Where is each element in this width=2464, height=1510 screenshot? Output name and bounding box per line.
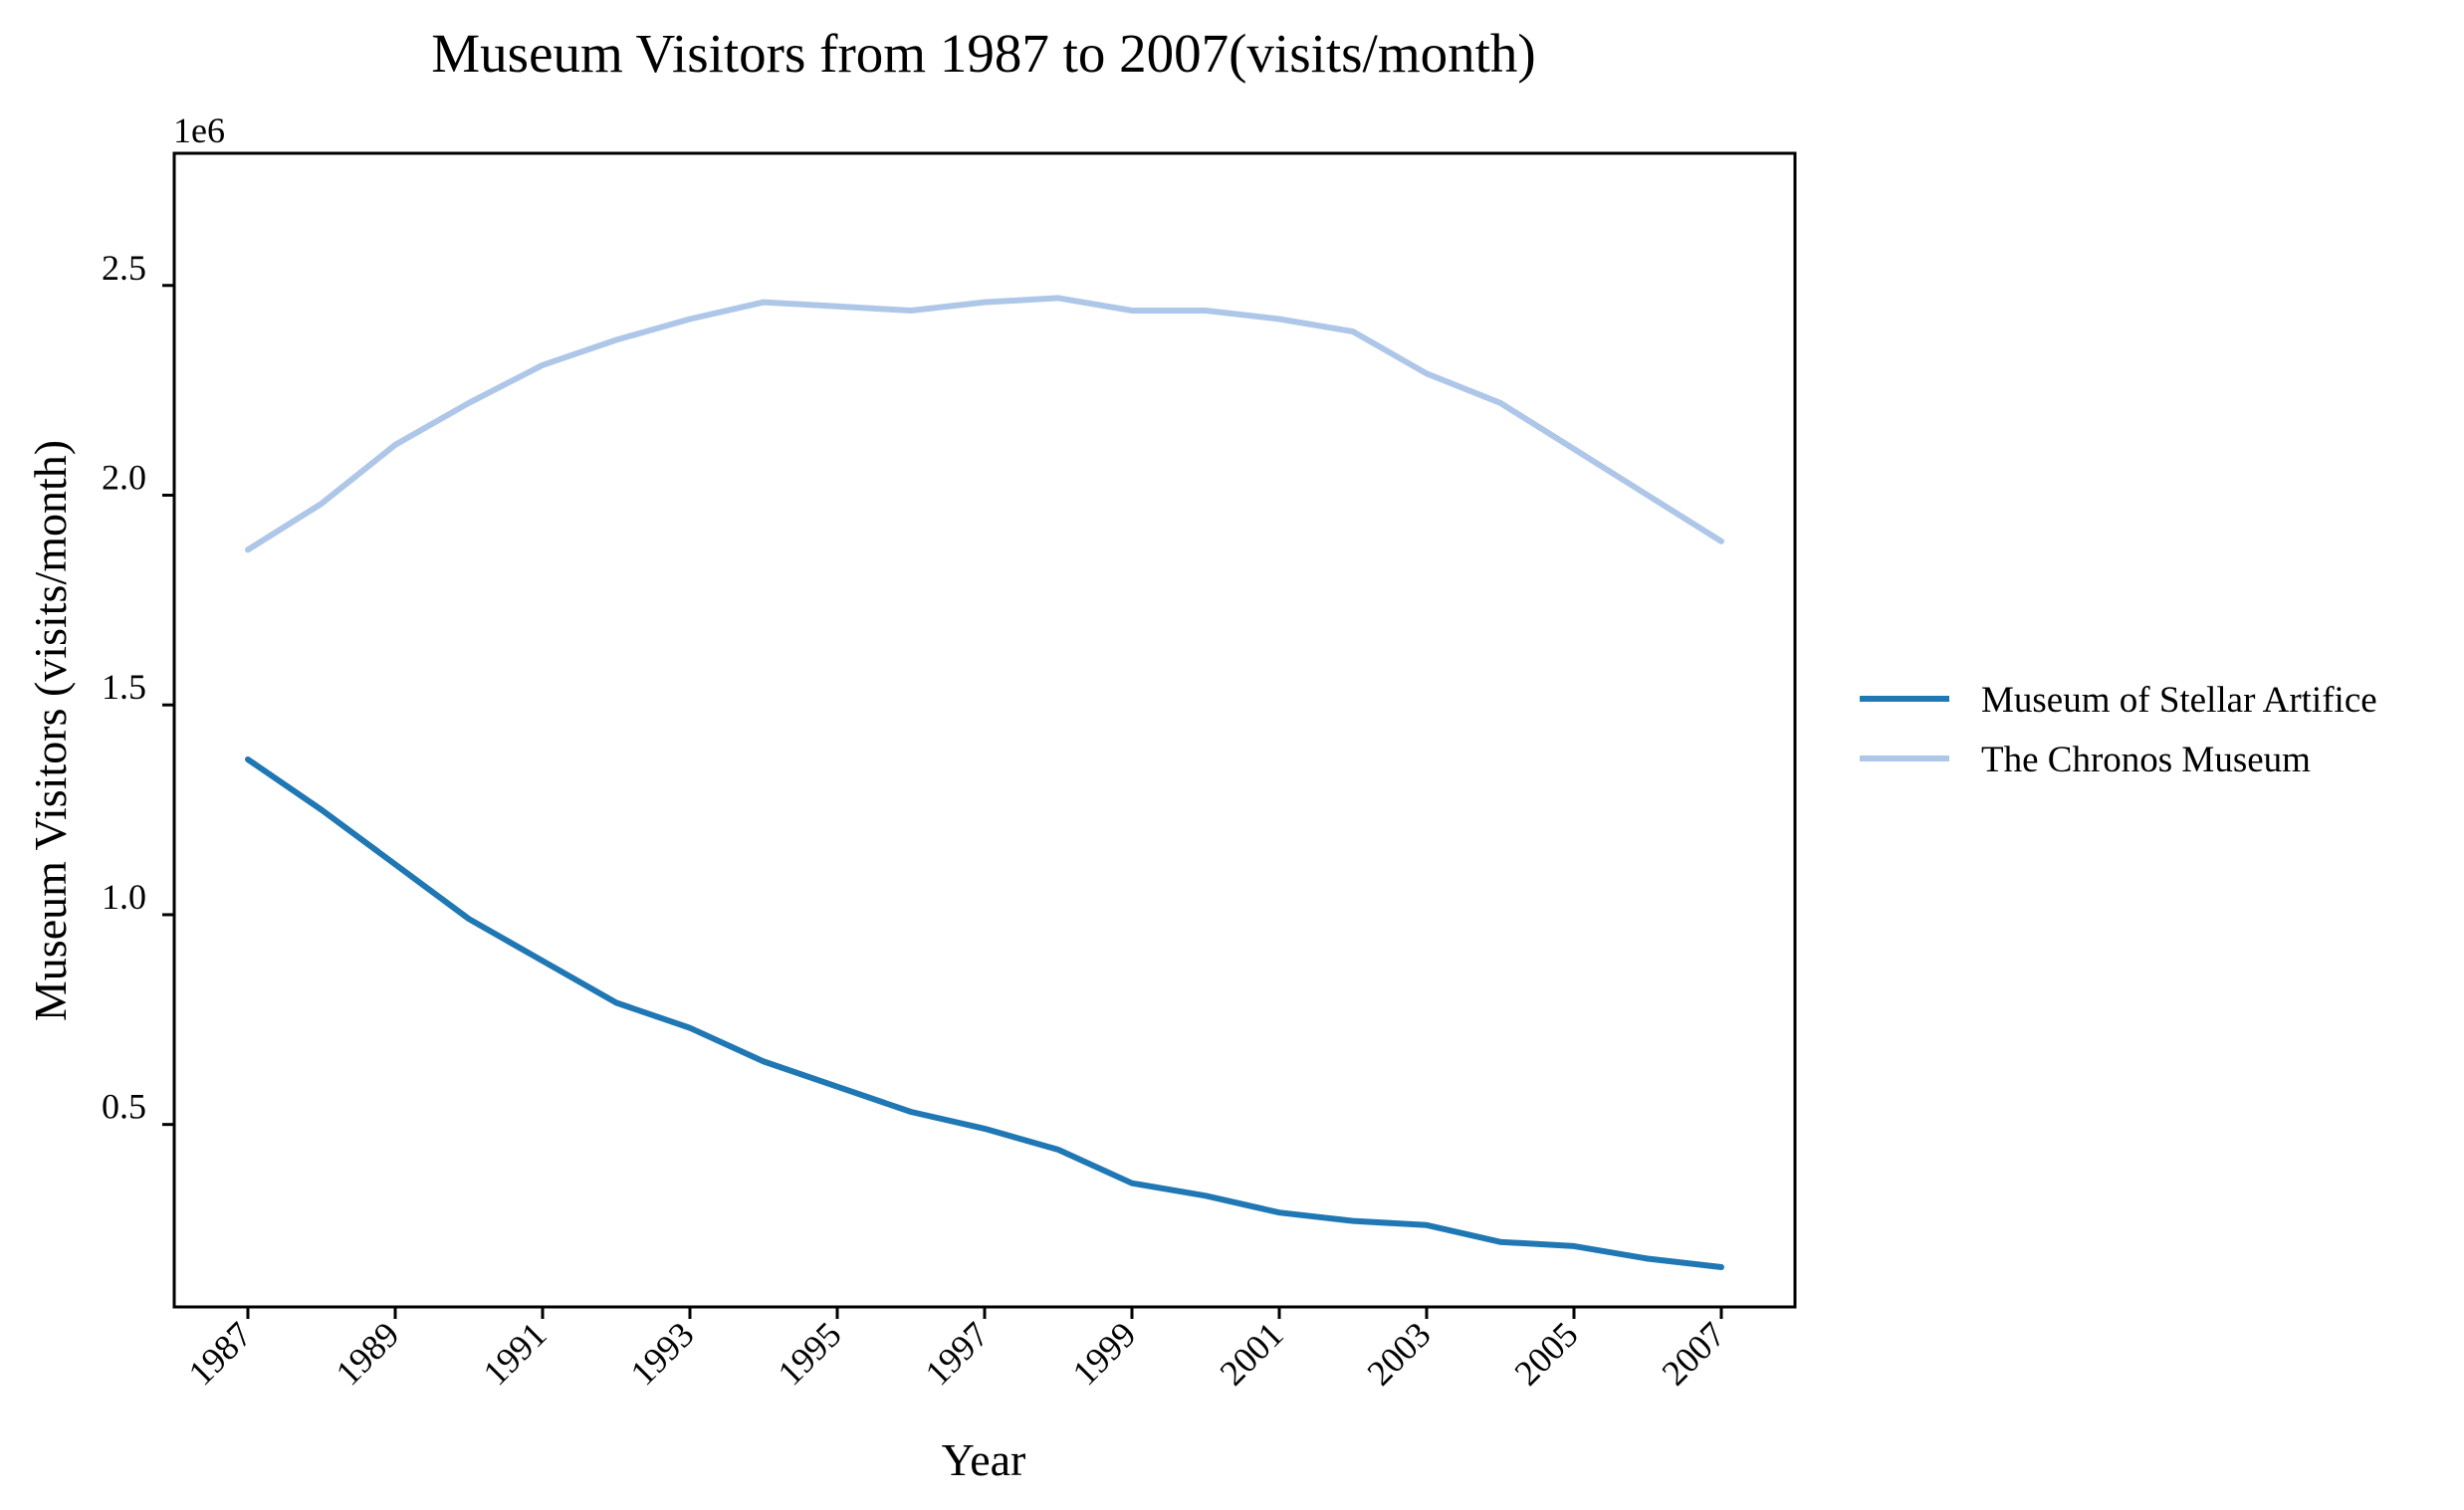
- x-tick-label: 1993: [622, 1314, 701, 1393]
- legend-label: The Chronos Museum: [1981, 740, 2311, 780]
- x-tick-label: 1999: [1064, 1314, 1143, 1393]
- x-tick-label: 1995: [770, 1314, 848, 1393]
- x-tick-label: 2001: [1212, 1314, 1290, 1393]
- y-tick-label: 2.5: [102, 248, 146, 288]
- y-axis-ticks: 0.5 1.0 1.5 2.0 2.5: [102, 248, 174, 1127]
- series-line-0: [245, 756, 1724, 1270]
- x-tick-label: 2005: [1506, 1314, 1585, 1393]
- x-tick-label: 1991: [475, 1314, 554, 1393]
- plot-area-frame: [172, 151, 1797, 1309]
- x-tick-label: 2007: [1654, 1314, 1732, 1393]
- legend: Museum of Stellar Artifice The Chronos Mu…: [1860, 680, 2377, 780]
- series-line-1: [245, 295, 1724, 553]
- x-axis-ticks: 1987 1989 1991 1993 1995 1997 1999 2001 2003 2005…: [180, 1307, 1733, 1394]
- y-tick-label: 2.0: [102, 457, 146, 497]
- y-axis-label: Museum Visitors (visits/month): [25, 440, 76, 1021]
- y-tick-label: 0.5: [102, 1087, 146, 1127]
- x-axis-label: Year: [942, 1434, 1026, 1485]
- legend-label: Museum of Stellar Artifice: [1981, 680, 2377, 721]
- y-tick-label: 1.5: [102, 667, 146, 707]
- x-tick-label: 1997: [917, 1314, 996, 1393]
- x-tick-label: 2003: [1359, 1314, 1438, 1393]
- series-lines: [245, 295, 1724, 1270]
- y-tick-label: 1.0: [102, 877, 146, 917]
- x-tick-label: 1987: [180, 1314, 259, 1393]
- chart-title: Museum Visitors from 1987 to 2007(visits…: [431, 23, 1535, 84]
- x-tick-label: 1989: [328, 1314, 406, 1393]
- y-axis-offset-label: 1e6: [173, 110, 225, 150]
